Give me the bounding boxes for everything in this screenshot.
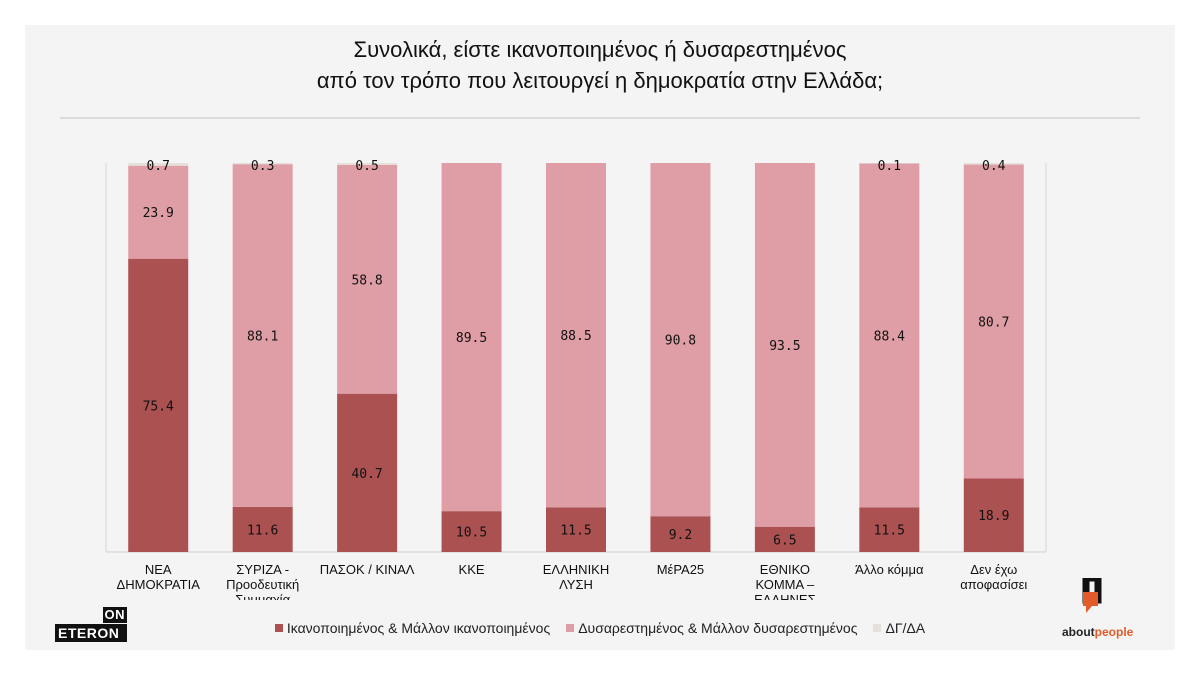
legend-swatch-2 bbox=[873, 624, 882, 632]
data-label-s0-c3: 10.5 bbox=[456, 526, 487, 541]
category-label-c5-l0: ΜέΡΑ25 bbox=[657, 562, 704, 577]
legend-label-2: ΔΓ/ΔΑ bbox=[885, 620, 926, 636]
bar-segment-s1-c7 bbox=[859, 163, 920, 508]
category-label-c8-l0: Δεν έχω bbox=[970, 562, 1017, 577]
bar-segment-s1-c2 bbox=[337, 164, 398, 394]
bar-segment-s2-c0 bbox=[128, 163, 189, 166]
data-label-s1-c7: 88.4 bbox=[874, 329, 905, 344]
chart-legend: Ικανοποιημένος & Μάλλον ικανοποιημένος Δυ… bbox=[0, 620, 1200, 636]
bar-segment-s1-c6 bbox=[754, 163, 815, 527]
category-label-c8-l1: αποφασίσει bbox=[960, 577, 1027, 592]
bar-segment-s0-c1 bbox=[232, 506, 293, 552]
bar-segment-s0-c4 bbox=[546, 507, 606, 552]
legend-item-1: Δυσαρεστημένος & Μάλλον δυσαρεστημένος bbox=[566, 620, 857, 636]
data-label-s0-c6: 6.5 bbox=[773, 533, 796, 548]
data-label-s1-c5: 90.8 bbox=[665, 334, 696, 349]
bar-segment-s2-c8 bbox=[963, 163, 1024, 165]
bar-segment-s0-c5 bbox=[650, 516, 711, 552]
category-label-c1-l2: Συμμαχία bbox=[235, 592, 290, 600]
bar-segment-s1-c5 bbox=[650, 163, 711, 517]
bar-segment-s0-c7 bbox=[859, 507, 920, 552]
bar-segment-s2-c1 bbox=[232, 163, 293, 165]
data-label-s2-c1: 0.3 bbox=[251, 159, 274, 174]
data-label-s0-c8: 18.9 bbox=[978, 509, 1009, 524]
aboutpeople-logo-about: about bbox=[1062, 625, 1095, 639]
data-label-s0-c1: 11.6 bbox=[247, 523, 278, 538]
data-label-s2-c7: 0.1 bbox=[878, 159, 901, 174]
data-label-s0-c2: 40.7 bbox=[351, 467, 382, 482]
category-label-c3-l0: ΚΚΕ bbox=[459, 562, 485, 577]
data-label-s0-c0: 75.4 bbox=[143, 399, 174, 414]
bar-segment-s0-c3 bbox=[441, 511, 502, 552]
data-label-s0-c5: 9.2 bbox=[669, 528, 692, 543]
eteron-logo: ON ETERON bbox=[55, 607, 127, 642]
speech-bubbles-icon bbox=[1082, 574, 1102, 613]
bar-segment-s2-c2 bbox=[337, 163, 398, 165]
data-label-s1-c6: 93.5 bbox=[769, 339, 800, 354]
bar-segment-s1-c0 bbox=[128, 165, 189, 259]
data-label-s1-c8: 80.7 bbox=[978, 316, 1009, 331]
data-label-s0-c7: 11.5 bbox=[874, 524, 905, 539]
chart-title-line-2: από τον τρόπο που λειτουργεί η δημοκρατί… bbox=[316, 68, 884, 93]
category-label-c4-l0: ΕΛΛΗΝΙΚΗ bbox=[543, 562, 610, 577]
category-label-c6-l1: ΚΟΜΜΑ – bbox=[755, 577, 815, 592]
aboutpeople-logo: aboutpeople bbox=[1062, 574, 1162, 639]
aboutpeople-logo-people: people bbox=[1094, 625, 1134, 639]
category-label-c1-l0: ΣΥΡΙΖΑ - bbox=[236, 562, 289, 577]
bar-segment-s0-c0 bbox=[128, 258, 189, 552]
legend-swatch-0 bbox=[274, 624, 283, 632]
category-label-c6-l2: ΕΛΛΗΝΕΣ bbox=[754, 592, 816, 600]
category-label-c1-l1: Προοδευτική bbox=[226, 577, 299, 592]
data-label-s1-c4: 88.5 bbox=[560, 329, 591, 344]
bar-segment-s1-c1 bbox=[232, 164, 293, 507]
data-label-s2-c0: 0.7 bbox=[146, 159, 169, 174]
eteron-logo-on: ON bbox=[102, 607, 127, 623]
bar-segment-s1-c8 bbox=[963, 164, 1024, 479]
data-label-s1-c1: 88.1 bbox=[247, 330, 278, 345]
bar-segment-s0-c6 bbox=[754, 526, 815, 552]
data-label-s0-c4: 11.5 bbox=[560, 524, 591, 539]
category-label-c6-l0: ΕΘΝΙΚΟ bbox=[760, 562, 810, 577]
bar-segment-s1-c4 bbox=[546, 163, 606, 508]
bar-segment-s0-c8 bbox=[963, 478, 1024, 552]
title-divider bbox=[60, 117, 1140, 119]
category-label-c0-l0: ΝΕΑ bbox=[145, 562, 172, 577]
bar-segment-s2-c7 bbox=[859, 163, 920, 164]
legend-swatch-1 bbox=[566, 624, 575, 632]
category-label-c7-l0: Άλλο κόμμα bbox=[855, 562, 924, 577]
bar-segment-s1-c3 bbox=[441, 163, 502, 512]
legend-label-0: Ικανοποιημένος & Μάλλον ικανοποιημένος bbox=[286, 620, 551, 636]
data-label-s2-c2: 0.5 bbox=[355, 159, 378, 174]
category-label-c2-l0: ΠΑΣΟΚ / ΚΙΝΑΛ bbox=[320, 562, 415, 577]
data-label-s1-c3: 89.5 bbox=[456, 331, 487, 346]
data-label-s1-c0: 23.9 bbox=[143, 206, 174, 221]
bar-segment-s0-c2 bbox=[337, 393, 398, 552]
legend-item-2: ΔΓ/ΔΑ bbox=[873, 620, 925, 636]
legend-item-0: Ικανοποιημένος & Μάλλον ικανοποιημένος bbox=[274, 620, 551, 636]
legend-label-1: Δυσαρεστημένος & Μάλλον δυσαρεστημένος bbox=[578, 620, 858, 636]
data-label-s2-c8: 0.4 bbox=[982, 159, 1006, 174]
eteron-logo-eteron: ETERON bbox=[55, 624, 127, 642]
data-label-s1-c2: 58.8 bbox=[351, 273, 382, 288]
chart-title-line-1: Συνολικά, είστε ικανοποιημένος ή δυσαρεσ… bbox=[353, 37, 847, 62]
category-label-c4-l1: ΛΥΣΗ bbox=[559, 577, 593, 592]
category-label-c0-l1: ΔΗΜΟΚΡΑΤΙΑ bbox=[117, 577, 201, 592]
